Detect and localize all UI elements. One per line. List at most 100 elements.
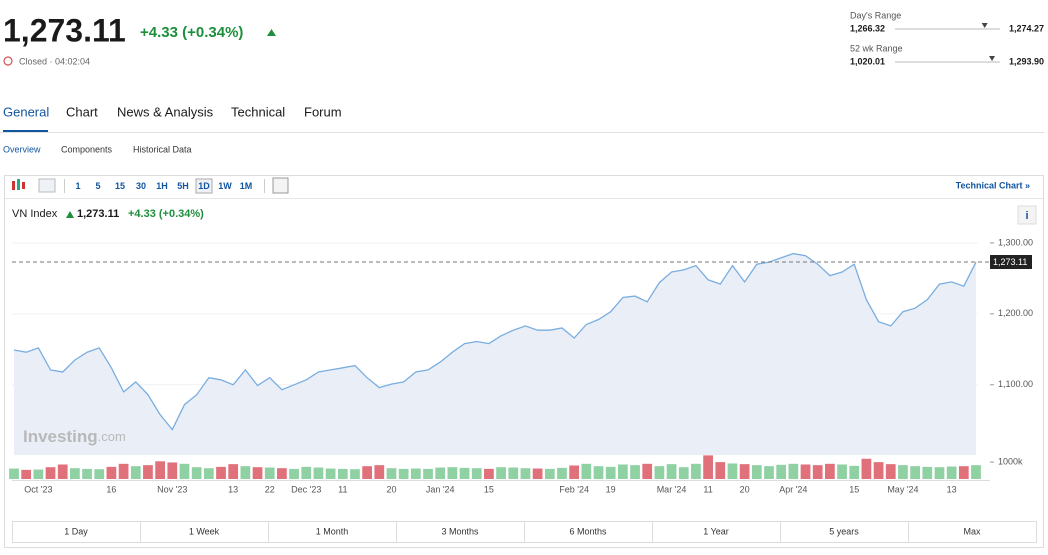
volume-bar [57,464,68,479]
tab[interactable]: General [3,104,49,119]
x-tick-label: 22 [265,484,275,494]
volume-bar [350,469,360,479]
volume-bar [9,468,19,479]
x-tick-label: Nov '23 [157,484,187,494]
y-tick-label: 1,100.00 [998,379,1033,389]
volume-bar [764,466,774,479]
settings-icon[interactable] [272,177,289,194]
interval[interactable]: 30 [136,181,146,191]
volume-bar [715,462,726,479]
volume-bar [800,464,811,479]
range-title: Day's Range [850,10,901,20]
interval[interactable]: 1 [75,181,80,191]
info-icon[interactable]: i [1025,210,1028,222]
interval[interactable]: 15 [115,181,125,191]
volume-bar [447,467,458,479]
volume-bar [82,468,92,479]
interval[interactable]: 1D [198,181,210,191]
interval[interactable]: 1H [156,181,168,191]
subtab[interactable]: Components [61,144,113,154]
range-button-label[interactable]: 3 Months [441,526,479,536]
range-low: 1,266.32 [850,23,885,33]
plot: 1,100.00 1,200.00 1,300.00 1,273.11 1000k Oct… [9,237,1033,494]
volume-bar [398,468,409,479]
volume-bar [264,467,275,479]
volume-bar [971,465,981,479]
volume-bar [934,467,945,479]
x-tick-label: 20 [386,484,396,494]
x-tick-label: 20 [740,484,750,494]
x-tick-label: 15 [484,484,494,494]
volume-bar [252,467,263,479]
volume-bar [898,465,908,479]
interval[interactable]: 5 [95,181,100,191]
y-tick-label: 1000k [998,457,1023,467]
volume-bar [496,467,506,479]
volume-bar [130,466,141,479]
volume-bar [410,468,421,479]
tab[interactable]: News & Analysis [117,104,214,119]
y-tick-label: 1,200.00 [998,308,1033,318]
area-icon[interactable] [38,178,56,193]
interval[interactable]: 1W [218,181,232,191]
subtab[interactable]: Overview [3,144,41,154]
volume-bar [459,467,470,479]
volume-bar [277,468,287,479]
subtab[interactable]: Historical Data [133,144,192,154]
volume-bar [593,466,604,479]
volume-bar [678,467,689,479]
volume-bar [861,458,872,479]
volume-bar [520,468,531,479]
interval-active [195,178,213,194]
volume-bar [228,464,239,479]
legend-change: +4.33 (+0.34%) [128,208,204,220]
range-button-label[interactable]: 1 Week [189,526,220,536]
legend-price: 1,273.11 [77,208,119,220]
tab[interactable]: Technical [231,104,285,119]
range-button-label[interactable]: 6 Months [569,526,607,536]
volume-bar [240,466,251,479]
candle-icon[interactable] [12,179,25,190]
volume-bar [703,455,713,479]
volume-bar [544,468,555,479]
volume-bar [301,466,312,479]
volume-bar [727,463,738,479]
volume-bar [471,468,482,479]
x-tick-label: Jan '24 [426,484,455,494]
clock-icon [3,56,13,66]
volume-bar [569,465,580,479]
range-button[interactable] [908,521,1037,543]
range-button-label[interactable]: 5 years [829,526,859,536]
technical-chart-link[interactable]: Technical Chart » [956,180,1030,190]
range-title: 52 wk Range [850,43,903,53]
range-button-label[interactable]: Max [963,526,981,536]
x-tick-label: 15 [849,484,859,494]
range-low: 1,020.01 [850,56,885,66]
info-button[interactable] [1017,205,1037,225]
tab[interactable]: Forum [304,104,342,119]
volume-bar [922,466,933,479]
chart-frame [4,175,1044,548]
range-button-label[interactable]: 1 Month [316,526,349,536]
range-high: 1,274.27 [1009,23,1044,33]
interval[interactable]: 5H [177,181,189,191]
range-button-label[interactable]: 1 Day [64,526,88,536]
volume-bar [167,462,178,479]
interval[interactable]: 1M [240,181,253,191]
volume-bar [630,465,640,479]
area-fill [14,253,976,455]
volume-bar [143,465,153,479]
area-line [13,252,977,431]
x-tick-label: Oct '23 [24,484,52,494]
up-arrow [267,29,276,36]
volume-bar [70,468,80,479]
volume-bar [94,469,105,479]
volume-bar [508,467,519,479]
volume-bar [788,463,799,479]
tab[interactable]: Chart [66,104,98,119]
market-status: Closed · 04:02:04 [19,56,90,66]
volume-bar [642,463,653,479]
range-button-label[interactable]: 1 Year [703,526,729,536]
volume-bar [45,467,56,479]
